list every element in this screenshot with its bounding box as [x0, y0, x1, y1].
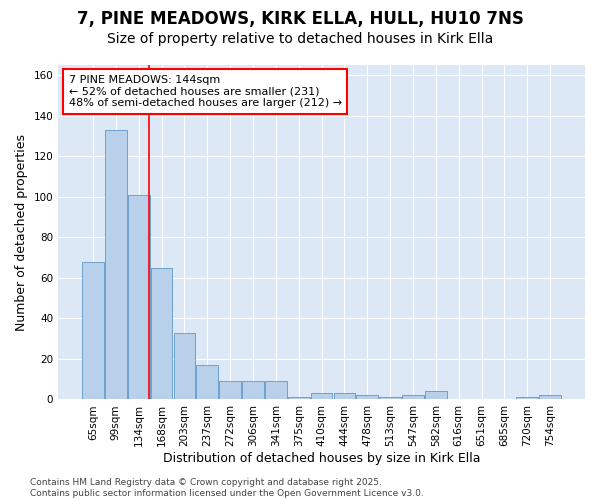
- Text: 7, PINE MEADOWS, KIRK ELLA, HULL, HU10 7NS: 7, PINE MEADOWS, KIRK ELLA, HULL, HU10 7…: [77, 10, 523, 28]
- Bar: [242, 381, 264, 400]
- Bar: [196, 365, 218, 400]
- Bar: [311, 394, 332, 400]
- Bar: [356, 396, 378, 400]
- Bar: [82, 262, 104, 400]
- Bar: [539, 396, 561, 400]
- X-axis label: Distribution of detached houses by size in Kirk Ella: Distribution of detached houses by size …: [163, 452, 481, 465]
- Bar: [517, 398, 538, 400]
- Bar: [379, 398, 401, 400]
- Bar: [334, 394, 355, 400]
- Bar: [128, 194, 149, 400]
- Bar: [425, 392, 447, 400]
- Bar: [151, 268, 172, 400]
- Bar: [288, 398, 310, 400]
- Bar: [219, 381, 241, 400]
- Text: 7 PINE MEADOWS: 144sqm
← 52% of detached houses are smaller (231)
48% of semi-de: 7 PINE MEADOWS: 144sqm ← 52% of detached…: [69, 75, 342, 108]
- Text: Size of property relative to detached houses in Kirk Ella: Size of property relative to detached ho…: [107, 32, 493, 46]
- Text: Contains HM Land Registry data © Crown copyright and database right 2025.
Contai: Contains HM Land Registry data © Crown c…: [30, 478, 424, 498]
- Bar: [265, 381, 287, 400]
- Bar: [402, 396, 424, 400]
- Y-axis label: Number of detached properties: Number of detached properties: [15, 134, 28, 330]
- Bar: [105, 130, 127, 400]
- Bar: [173, 332, 195, 400]
